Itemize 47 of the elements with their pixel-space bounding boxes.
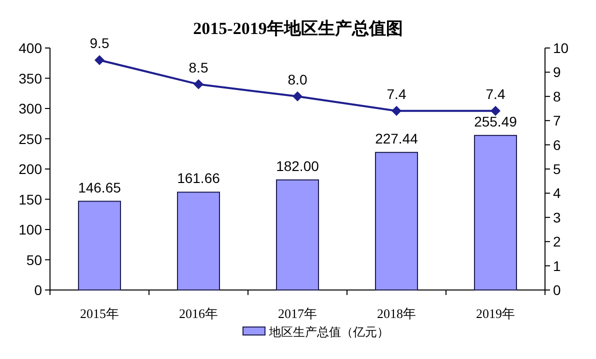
y2-tick-label: 9 [553, 64, 561, 80]
data-label: 227.44 [375, 130, 418, 146]
y2-tick-label: 1 [553, 258, 561, 274]
x-tick-label: 2018年 [377, 306, 416, 321]
y2-tick-label: 4 [553, 185, 561, 202]
bar [78, 200, 121, 290]
data-label: 182.00 [276, 158, 320, 174]
point [94, 55, 104, 66]
bar [474, 134, 517, 290]
y-tick-label: 300 [18, 100, 42, 116]
x-tick-label: 2016年 [179, 306, 218, 321]
y2-tick-label: 2 [553, 234, 561, 250]
y-tick-label: 250 [18, 130, 42, 147]
data-label: 8.5 [188, 59, 208, 76]
y2-tick-label: 3 [553, 209, 561, 226]
bar [276, 179, 319, 290]
y-tick-label: 150 [18, 191, 42, 208]
bar [375, 152, 418, 290]
point [292, 91, 302, 102]
y-tick-label: 50 [26, 252, 42, 268]
data-label: 8.0 [288, 71, 308, 88]
y2-tick-label: 10 [553, 40, 569, 56]
y2-tick-label: 0 [553, 282, 561, 298]
data-label: 255.49 [474, 113, 518, 130]
data-label: 7.4 [486, 86, 506, 102]
y-tick-label: 400 [18, 40, 42, 56]
data-label: 7.4 [386, 86, 406, 102]
y-tick-label: 0 [34, 282, 42, 298]
x-tick-label: 2015年 [80, 306, 119, 321]
bar [177, 192, 220, 290]
legend-label: 地区生产总值（亿元） [268, 325, 389, 339]
data-label: 161.66 [177, 170, 220, 186]
y-tick-label: 350 [18, 70, 42, 86]
chart-title: 2015-2019年地区生产总值图 [193, 19, 403, 38]
y-tick-label: 200 [18, 161, 42, 177]
x-tick-label: 2019年 [476, 306, 515, 321]
point [194, 79, 204, 90]
data-label: 9.5 [90, 35, 110, 52]
point [392, 106, 402, 116]
y2-tick-label: 5 [553, 161, 561, 177]
y2-tick-label: 7 [553, 112, 561, 129]
data-label: 146.65 [78, 179, 122, 196]
y2-tick-label: 6 [553, 136, 561, 153]
y2-tick-label: 8 [553, 88, 561, 104]
point [490, 106, 500, 116]
x-tick-label: 2017年 [278, 306, 317, 321]
y-tick-label: 100 [18, 222, 42, 238]
